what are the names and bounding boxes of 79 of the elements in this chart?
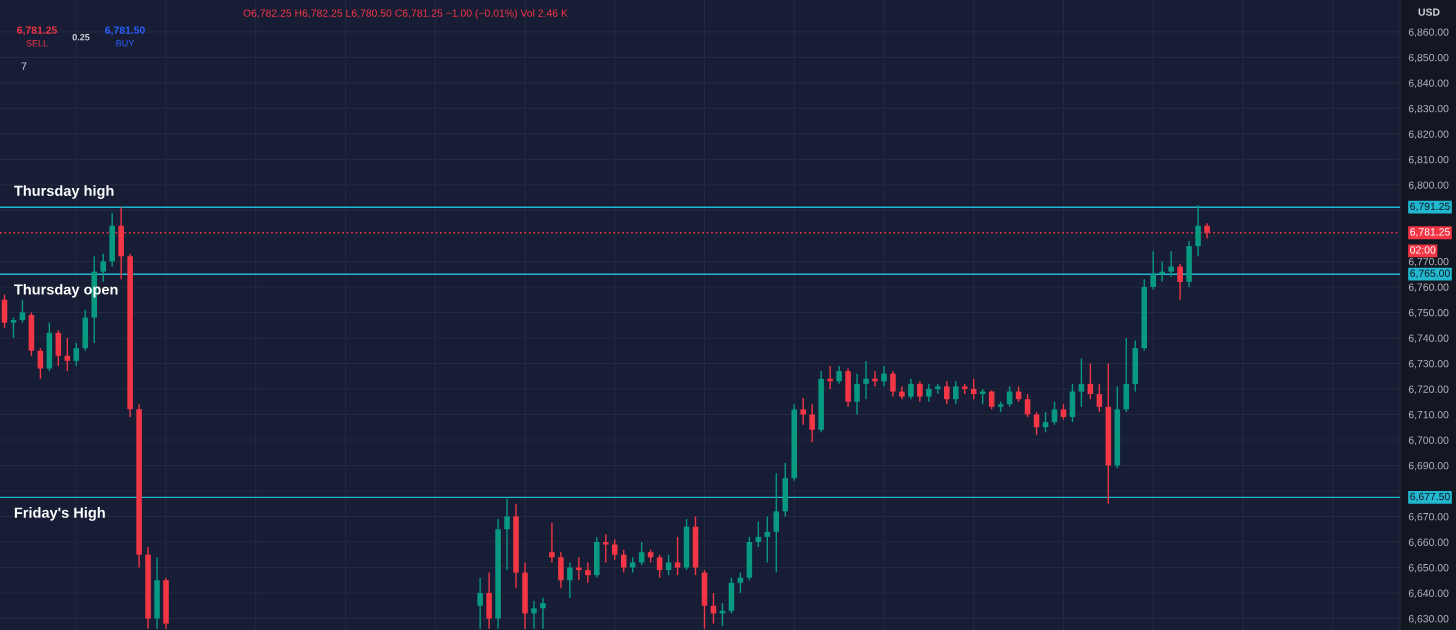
candlestick bbox=[585, 561, 591, 584]
y-tick-label: 6,850.00 bbox=[1408, 53, 1449, 63]
candlestick bbox=[854, 372, 860, 416]
candlestick bbox=[890, 370, 896, 398]
y-tick-label: 6,800.00 bbox=[1408, 181, 1449, 191]
ref-line-label: Thursday high bbox=[14, 185, 114, 199]
candlestick bbox=[1150, 250, 1156, 291]
candlestick bbox=[952, 380, 959, 405]
y-tick-label: 6,710.00 bbox=[1408, 410, 1449, 420]
y-tick-label: 6,750.00 bbox=[1408, 308, 1449, 318]
candlestick bbox=[55, 329, 62, 367]
candlestick bbox=[881, 365, 887, 388]
annotation: 7 bbox=[21, 62, 27, 70]
text: 02:00 bbox=[1410, 246, 1436, 254]
y-tick-label: 6,760.00 bbox=[1408, 283, 1449, 293]
candlestick bbox=[611, 538, 618, 561]
candlestick bbox=[10, 316, 17, 339]
candlestick bbox=[1, 293, 8, 329]
candlestick bbox=[1078, 357, 1085, 408]
candlestick bbox=[19, 299, 26, 324]
y-tick-label: 6,770.00 bbox=[1408, 257, 1449, 267]
candlestick bbox=[1033, 411, 1040, 436]
candlestick bbox=[800, 397, 806, 426]
annotation: 6,781.25 bbox=[17, 26, 57, 36]
candlestick bbox=[477, 577, 483, 630]
candlestick bbox=[504, 497, 510, 571]
annotation: 6,781.50 bbox=[105, 26, 145, 36]
candlestick bbox=[531, 599, 537, 630]
ref-line-label: Thursday open bbox=[14, 283, 118, 298]
candlestick bbox=[809, 403, 815, 444]
text: 6,791.25 bbox=[1410, 202, 1450, 212]
candlestick bbox=[620, 548, 627, 574]
candlestick bbox=[773, 472, 780, 574]
candlestick bbox=[944, 380, 950, 405]
text: 6,765.00 bbox=[1410, 269, 1450, 279]
y-tick-label: 6,730.00 bbox=[1408, 359, 1449, 369]
annotation: SELL bbox=[26, 40, 48, 47]
candlestick bbox=[1051, 401, 1058, 426]
candlestick bbox=[656, 554, 663, 579]
candlestick bbox=[674, 536, 681, 576]
text: 6,781.25 bbox=[1410, 228, 1450, 237]
y-tick-label: 6,720.00 bbox=[1408, 385, 1449, 395]
annotation: 0.25 bbox=[72, 34, 90, 41]
candlestick bbox=[540, 597, 546, 630]
y-tick-label: 6,840.00 bbox=[1408, 79, 1449, 88]
candlestick bbox=[37, 347, 44, 380]
y-tick-label: 6,690.00 bbox=[1408, 461, 1449, 471]
candlestick bbox=[549, 522, 555, 564]
y-tick-label: 6,860.00 bbox=[1408, 28, 1449, 37]
y-tick-label: 6,740.00 bbox=[1408, 334, 1449, 344]
y-tick-label: 6,660.00 bbox=[1408, 538, 1449, 548]
text: 6,677.50 bbox=[1410, 492, 1450, 502]
candlestick bbox=[665, 554, 672, 576]
candlestick bbox=[1096, 383, 1103, 413]
candlestick bbox=[73, 342, 80, 367]
candlestick bbox=[935, 383, 941, 395]
y-tick-label: 6,630.00 bbox=[1408, 615, 1449, 624]
y-tick-label: 6,650.00 bbox=[1408, 564, 1449, 573]
candlestick bbox=[863, 360, 869, 400]
y-tick-label: 6,810.00 bbox=[1408, 155, 1449, 165]
y-tick-label: 6,830.00 bbox=[1408, 104, 1449, 114]
ref-line-label: Friday's High bbox=[14, 507, 105, 521]
candlestick bbox=[602, 533, 609, 564]
candlestick bbox=[917, 380, 923, 403]
y-tick-label: 6,700.00 bbox=[1408, 436, 1449, 446]
candlestick bbox=[908, 378, 914, 400]
y-tick-label: 6,670.00 bbox=[1408, 513, 1449, 522]
candlestick bbox=[970, 378, 977, 400]
candlestick bbox=[1195, 204, 1201, 258]
candlestick bbox=[1177, 263, 1183, 301]
candlestick bbox=[100, 253, 106, 283]
candlestick bbox=[1168, 250, 1174, 278]
candlestick bbox=[558, 551, 564, 589]
annotation: BUY bbox=[116, 40, 135, 47]
y-tick-label: 6,640.00 bbox=[1408, 589, 1449, 599]
y-tick-label: 6,820.00 bbox=[1408, 130, 1449, 140]
candlestick bbox=[567, 561, 573, 599]
text: USD bbox=[1418, 8, 1440, 16]
annotation: O6,782.25 H6,782.25 L6,780.50 C6,781.25 −1.00 (−0.01%) Vol 2.46 K bbox=[243, 9, 568, 19]
